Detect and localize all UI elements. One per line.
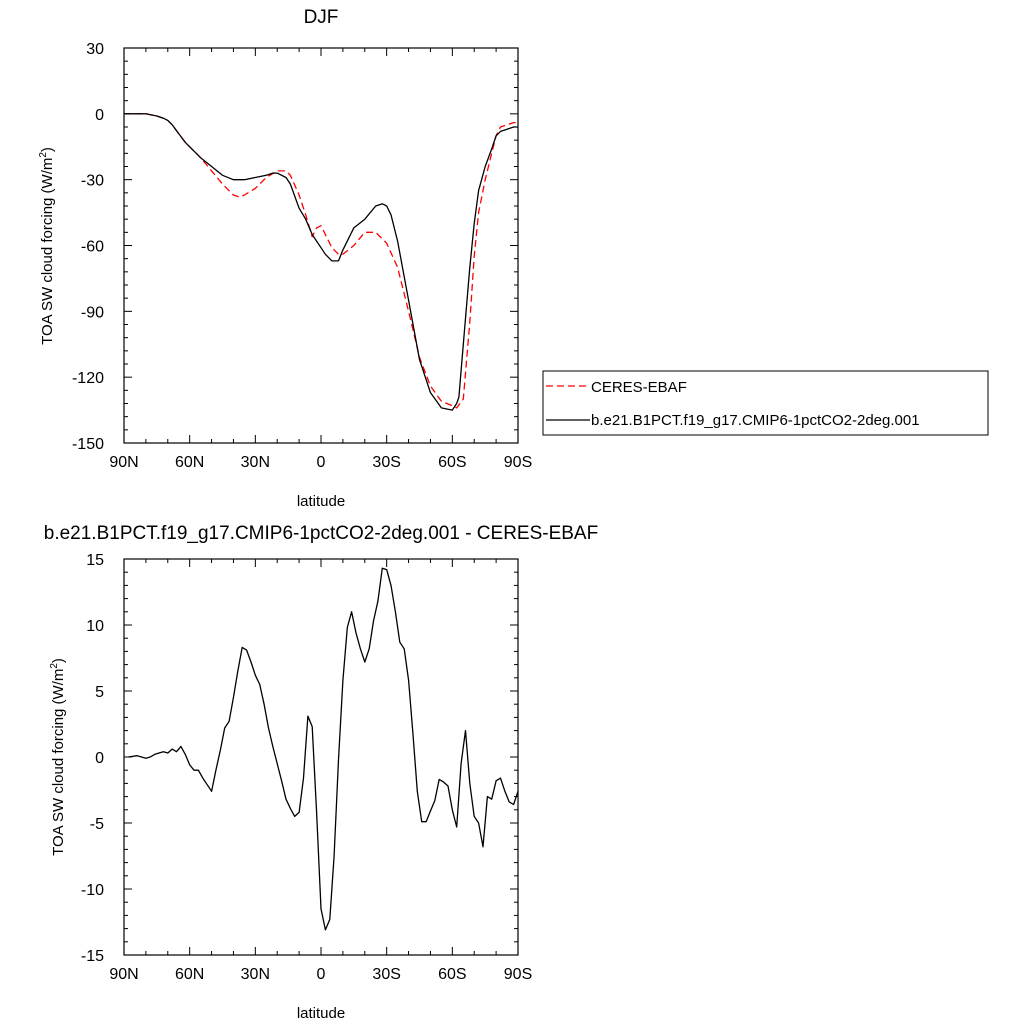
series-group <box>124 113 518 411</box>
x-tick-label: 60N <box>175 454 204 471</box>
x-tick-label: 60N <box>175 966 204 983</box>
plot-frame <box>123 558 519 956</box>
x-tick-label: 60S <box>438 966 466 983</box>
x-tick-label: 90N <box>109 454 138 471</box>
series-line-difference <box>128 567 519 931</box>
series-line-model <box>124 113 518 411</box>
bottom-chart: b.e21.B1PCT.f19_g17.CMIP6-1pctCO2-2deg.0… <box>44 523 598 1022</box>
tick-labels: 90N 60N 30N 0 30S 60S 90S 30 0 -30 -60 -90 -120 -150 <box>72 41 532 471</box>
x-tick-label: 90S <box>504 966 532 983</box>
y-tick-label: -5 <box>90 816 104 833</box>
x-tick-label: 60S <box>438 454 466 471</box>
y-axis-label: TOA SW cloud forcing (W/m2) <box>49 658 67 856</box>
chart-title: b.e21.B1PCT.f19_g17.CMIP6-1pctCO2-2deg.0… <box>44 523 598 544</box>
x-tick-label: 30N <box>241 454 270 471</box>
x-axis-label: latitude <box>297 1005 345 1022</box>
plot-frame <box>123 47 519 444</box>
y-tick-label: -10 <box>81 882 104 899</box>
x-tick-label: 90N <box>109 966 138 983</box>
tick-labels: 90N 60N 30N 0 30S 60S 90S 15 10 5 0 -5 -10 -15 <box>81 552 532 983</box>
y-tick-label: 5 <box>95 684 104 701</box>
x-axis-label: latitude <box>297 493 345 510</box>
x-tick-label: 0 <box>317 454 326 471</box>
series-line-ceres-ebaf <box>124 113 518 409</box>
y-axis-label: TOA SW cloud forcing (W/m2) <box>38 147 56 345</box>
x-tick-label: 30N <box>241 966 270 983</box>
legend: CERES-EBAF b.e21.B1PCT.f19_g17.CMIP6-1pc… <box>542 370 989 436</box>
y-tick-label: -60 <box>81 239 104 256</box>
legend-label-ceres: CERES-EBAF <box>591 379 687 396</box>
axis-ticks <box>123 47 519 444</box>
top-chart: DJF TOA SW cloud forcing (W/m2) latitude… <box>38 7 532 510</box>
x-tick-label: 30S <box>372 966 400 983</box>
y-tick-label: 0 <box>95 750 104 767</box>
y-tick-label: -30 <box>81 173 104 190</box>
x-tick-label: 30S <box>372 454 400 471</box>
x-tick-label: 0 <box>317 966 326 983</box>
y-tick-label: -15 <box>81 948 104 965</box>
y-tick-label: 10 <box>86 618 104 635</box>
y-tick-label: 15 <box>86 552 104 569</box>
legend-box <box>542 370 989 436</box>
y-tick-label: -120 <box>72 370 104 387</box>
series-group <box>128 567 519 931</box>
y-tick-label: 0 <box>95 107 104 124</box>
x-tick-label: 90S <box>504 454 532 471</box>
y-tick-label: 30 <box>86 41 104 58</box>
legend-label-model: b.e21.B1PCT.f19_g17.CMIP6-1pctCO2-2deg.0… <box>591 412 920 429</box>
y-tick-label: -150 <box>72 436 104 453</box>
y-tick-label: -90 <box>81 304 104 321</box>
chart-title: DJF <box>304 7 339 28</box>
